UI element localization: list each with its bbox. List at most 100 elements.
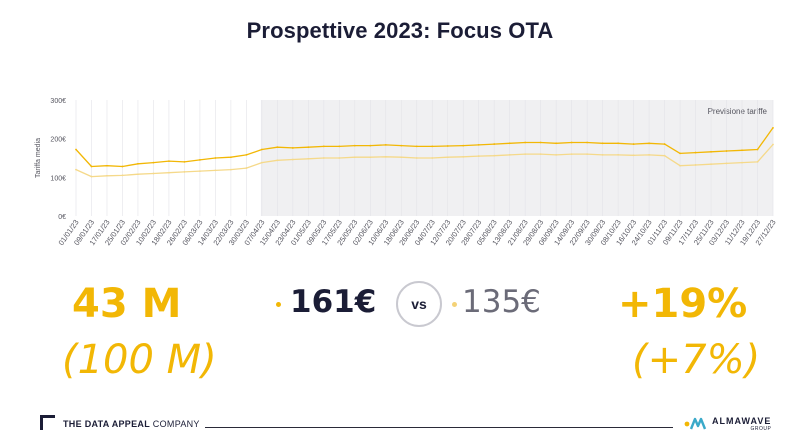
- series-point-1: [291, 147, 294, 149]
- forecast-label: Previsione tariffe: [708, 107, 768, 116]
- series-point-2: [245, 167, 248, 169]
- y-tick-label: 100€: [50, 175, 66, 182]
- series-point-2: [694, 164, 697, 166]
- series-point-1: [446, 145, 449, 147]
- series-point-1: [477, 143, 480, 146]
- series-point-1: [214, 157, 217, 159]
- series-point-1: [415, 145, 418, 148]
- growth-stat-sub: (+7%): [632, 337, 761, 383]
- series-point-2: [90, 175, 93, 178]
- series-point-1: [168, 160, 170, 162]
- series-point-2: [168, 171, 170, 174]
- series-point-1: [90, 165, 93, 168]
- series-point-1: [756, 148, 759, 151]
- series-point-2: [137, 173, 139, 176]
- average-rate-primary: 161€: [290, 284, 377, 320]
- series-point-2: [570, 153, 573, 156]
- series-point-1: [539, 141, 542, 144]
- series-point-1: [338, 145, 341, 148]
- series-point-2: [725, 162, 728, 165]
- series-point-2: [710, 163, 712, 166]
- series-point-1: [462, 144, 465, 147]
- y-tick-label: 300€: [50, 98, 66, 105]
- series-point-1: [710, 150, 712, 153]
- brand-left-bold: THE DATA APPEAL: [63, 419, 150, 429]
- series-point-1: [431, 145, 434, 148]
- page-title: Prospettive 2023: Focus OTA: [246, 18, 554, 43]
- series-point-2: [229, 168, 232, 171]
- series-point-2: [260, 161, 263, 164]
- series-point-2: [648, 154, 650, 156]
- series-point-1: [369, 144, 372, 147]
- series-point-2: [431, 157, 434, 159]
- almawave-logo: ALMAWAVE GROUP: [684, 416, 771, 432]
- series-point-2: [415, 157, 418, 159]
- series-point-1: [632, 143, 635, 145]
- series-point-1: [555, 142, 558, 145]
- series-point-1: [570, 141, 573, 144]
- rate-line-chart: Previsione tariffe 0€ 100€ 200€ 300€ Tariffa…: [35, 98, 778, 247]
- series-point-2: [75, 168, 77, 171]
- series-point-2: [756, 160, 759, 163]
- series-point-2: [152, 172, 155, 175]
- series-point-2: [493, 154, 496, 157]
- series-point-2: [322, 157, 325, 159]
- bullet-icon: [452, 302, 457, 307]
- series-point-1: [322, 145, 325, 148]
- series-point-2: [663, 154, 666, 157]
- brand-right-sub: GROUP: [750, 425, 772, 432]
- series-point-1: [601, 142, 604, 145]
- series-point-2: [524, 153, 527, 156]
- series-point-2: [384, 155, 387, 158]
- series-point-1: [260, 148, 263, 151]
- series-point-1: [245, 154, 248, 156]
- series-point-1: [276, 146, 279, 149]
- growth-stat: +19%: [618, 281, 748, 327]
- series-line-1: [75, 127, 774, 168]
- series-point-1: [183, 160, 186, 163]
- series-point-2: [477, 155, 480, 157]
- series-point-2: [617, 154, 620, 156]
- series-point-1: [307, 146, 310, 149]
- series-point-1: [199, 159, 201, 161]
- y-axis-label: Tariffa media: [35, 138, 42, 178]
- brand-left-rest: COMPANY: [150, 419, 200, 429]
- vs-badge: vs: [396, 281, 442, 327]
- series-point-2: [338, 157, 341, 159]
- series-point-2: [741, 161, 743, 164]
- series-point-1: [679, 152, 681, 155]
- series-point-2: [353, 156, 356, 159]
- footer-divider: [205, 427, 673, 428]
- series-point-1: [229, 156, 232, 159]
- series-point-1: [508, 142, 511, 145]
- series-point-2: [601, 154, 604, 156]
- series-point-2: [276, 159, 279, 162]
- series-point-1: [75, 148, 77, 151]
- series-point-2: [214, 169, 217, 172]
- series-line-2: [75, 144, 774, 178]
- series-point-2: [121, 174, 124, 177]
- series-point-1: [121, 165, 124, 168]
- series-point-2: [679, 164, 681, 167]
- series-point-2: [462, 155, 465, 158]
- series-point-2: [183, 171, 186, 173]
- series-point-1: [524, 141, 527, 144]
- volume-stat-sub: (100 M): [62, 337, 217, 383]
- series-point-1: [384, 143, 387, 146]
- series-point-1: [106, 164, 108, 167]
- series-point-2: [539, 153, 542, 156]
- series-point-2: [369, 156, 372, 159]
- series-point-1: [725, 150, 728, 152]
- series-point-2: [291, 158, 294, 161]
- series-point-2: [446, 156, 449, 159]
- series-point-1: [400, 144, 403, 147]
- average-rate-secondary: 135€: [462, 284, 541, 320]
- series-point-2: [400, 156, 403, 159]
- y-tick-label: 0€: [58, 214, 66, 221]
- y-tick-label: 200€: [50, 137, 66, 144]
- series-point-1: [772, 126, 774, 129]
- volume-stat: 43 M: [72, 281, 182, 327]
- series-point-2: [508, 154, 511, 156]
- series-point-1: [137, 162, 139, 165]
- bracket-icon: [40, 414, 55, 430]
